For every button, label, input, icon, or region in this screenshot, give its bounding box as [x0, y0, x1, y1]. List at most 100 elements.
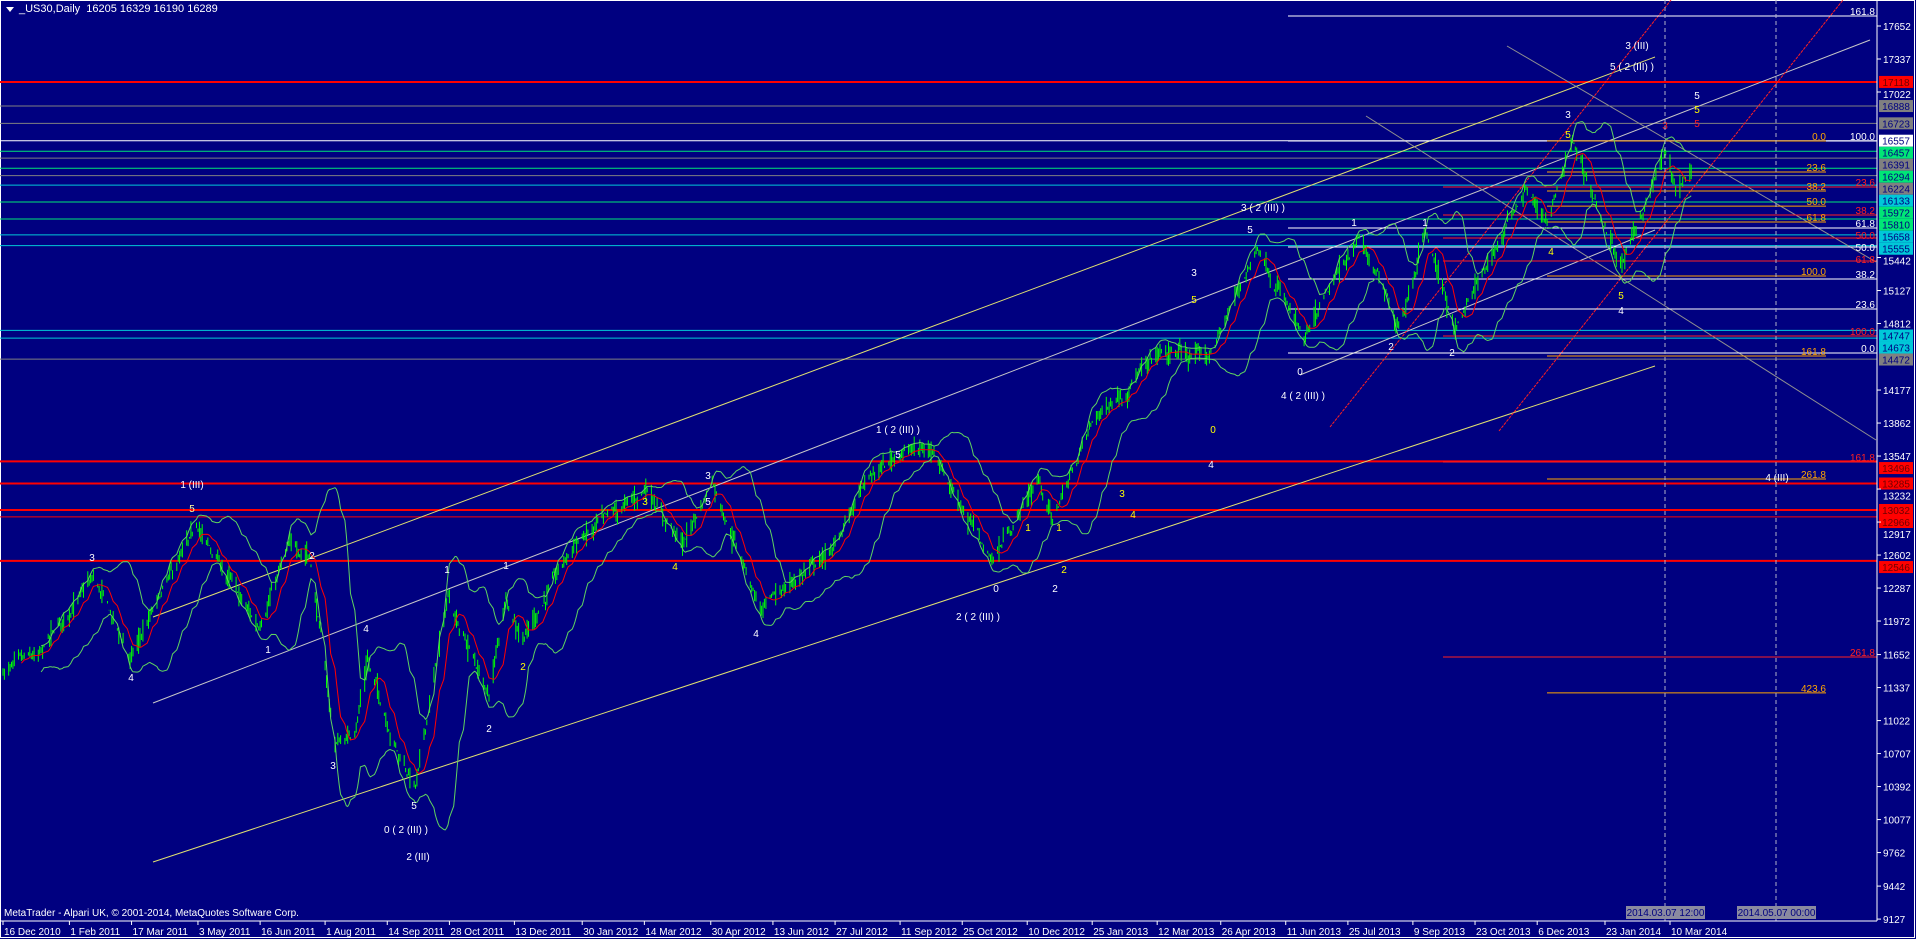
red-trendline [1498, 0, 1844, 432]
date-tick-label: 1 Feb 2011 [70, 927, 120, 938]
price-level-tag-text: 16457 [1882, 149, 1910, 160]
wave-label: 1 [1056, 523, 1062, 534]
fib-orange-label: 261.8 [1801, 470, 1826, 481]
fib-white-label: 50.0 [1856, 243, 1876, 254]
price-level-tag-text: 16557 [1882, 137, 1910, 148]
price-tick-label: 9762 [1883, 849, 1906, 860]
fib-red-label: 38.2 [1856, 206, 1876, 217]
price-tick-label: 11022 [1883, 717, 1911, 728]
price-level-tag [1879, 182, 1913, 195]
wave-label: 0 [993, 584, 999, 595]
price-level-tag [1879, 341, 1913, 354]
wave-label: 5 [1618, 291, 1624, 302]
price-level-tag [1879, 100, 1913, 113]
wave-label: 1 ( 2 (III) ) [876, 425, 920, 436]
date-tick-label: 30 Jan 2012 [583, 927, 638, 938]
price-level-tag [1879, 561, 1913, 574]
wave-label: 1 [503, 561, 509, 572]
price-level-tag-text: 16133 [1882, 197, 1910, 208]
price-level-tag [1879, 146, 1913, 159]
fib-orange-label: 423.6 [1801, 684, 1826, 695]
price-level-tag [1879, 477, 1913, 490]
price-level-tag [1879, 353, 1913, 366]
wave-label: 0 [1297, 367, 1303, 378]
fib-white-label: 161.8 [1850, 7, 1875, 18]
moving-average-line [21, 152, 1692, 774]
red-trendline [1329, 0, 1672, 428]
date-tick-label: 25 Jan 2013 [1093, 927, 1148, 938]
price-level-tag [1879, 134, 1913, 147]
date-tick-label: 17 Mar 2011 [133, 927, 189, 938]
wave-label: 5 [705, 497, 711, 508]
wave-label: 2 [486, 724, 492, 735]
price-tick-label: 13232 [1883, 491, 1911, 502]
ohlc-values: 16205 16329 16190 16289 [86, 3, 218, 15]
date-tick-label: 23 Jan 2014 [1606, 927, 1661, 938]
wave-label: 5 [1191, 295, 1197, 306]
wave-label: 0 [1210, 425, 1216, 436]
price-tick-label: 17022 [1883, 90, 1911, 101]
wave-label: 3 [89, 553, 95, 564]
wave-label: 5 [1694, 105, 1700, 116]
wave-label: 4 [1548, 247, 1554, 258]
crosshair-time-tag [1737, 906, 1816, 919]
price-tick-label: 11652 [1883, 651, 1911, 662]
price-tick-label: 9442 [1883, 882, 1906, 893]
wave-label: 2 (III) [406, 852, 429, 863]
crosshair-time-tag [1626, 906, 1705, 919]
wave-label: 5 [895, 450, 901, 461]
price-tick-label: 15442 [1883, 257, 1911, 268]
wave-label: 3 [642, 497, 648, 508]
price-tick-label: 17652 [1883, 22, 1911, 33]
price-tick-label: 14812 [1883, 320, 1911, 331]
price-bars [2, 134, 1692, 789]
price-level-tag [1879, 504, 1913, 516]
wave-label: 2 [1388, 342, 1394, 353]
fib-red-label: 61.8 [1856, 255, 1876, 266]
fib-white-label: 0.0 [1861, 344, 1875, 355]
date-tick-label: 26 Apr 2013 [1222, 927, 1276, 938]
bollinger-lower-band [40, 195, 1692, 831]
fib-red-label: 100.0 [1850, 327, 1875, 338]
fib-red-label: 50.0 [1856, 231, 1876, 242]
wave-label: 3 [1119, 489, 1125, 500]
price-tick-label: 13547 [1883, 452, 1911, 463]
dropdown-triangle-icon[interactable] [6, 6, 14, 12]
price-tick-label: 9127 [1883, 915, 1906, 926]
date-tick-label: 10 Dec 2012 [1028, 927, 1085, 938]
date-tick-label: 11 Jun 2013 [1287, 927, 1342, 938]
price-level-tag-text: 15810 [1882, 221, 1910, 232]
fib-white-label: 100.0 [1850, 132, 1875, 143]
price-level-tag [1879, 516, 1913, 528]
wave-label: 4 [753, 629, 759, 640]
fib-orange-label: 100.0 [1801, 267, 1826, 278]
date-tick-label: 13 Dec 2011 [515, 927, 571, 938]
fib-orange-label: 50.0 [1807, 197, 1827, 208]
price-tick-label: 17337 [1883, 55, 1911, 66]
wave-label: 5 [1565, 130, 1571, 141]
price-tick-label: 12917 [1883, 530, 1911, 541]
price-level-tag [1879, 242, 1913, 255]
date-tick-label: 25 Jul 2013 [1349, 927, 1401, 938]
price-level-tag-text: 16294 [1882, 173, 1910, 184]
copyright-text: MetaTrader - Alpari UK, © 2001-2014, Met… [4, 908, 299, 919]
wave-label: 2 [1061, 565, 1067, 576]
price-level-tag-text: 15972 [1882, 209, 1910, 220]
price-tick-label: 14177 [1883, 386, 1911, 397]
wave-label: 4 [672, 562, 678, 573]
wave-label: 4 [363, 624, 369, 635]
wave-label: 1 [265, 645, 271, 656]
wave-label: 4 [1130, 510, 1136, 521]
price-level-tag-text: 13032 [1882, 506, 1910, 517]
date-tick-label: 11 Sep 2012 [901, 927, 957, 938]
fib-orange-label: 23.6 [1807, 163, 1827, 174]
date-tick-label: 23 Oct 2013 [1476, 927, 1531, 938]
date-tick-label: 10 Mar 2014 [1671, 927, 1728, 938]
wave-label: 2 [1052, 584, 1058, 595]
price-level-tag [1879, 206, 1913, 219]
price-tick-label: 10077 [1883, 816, 1911, 827]
wave-label: 5 [1694, 91, 1700, 102]
wave-label: 2 [520, 662, 526, 673]
